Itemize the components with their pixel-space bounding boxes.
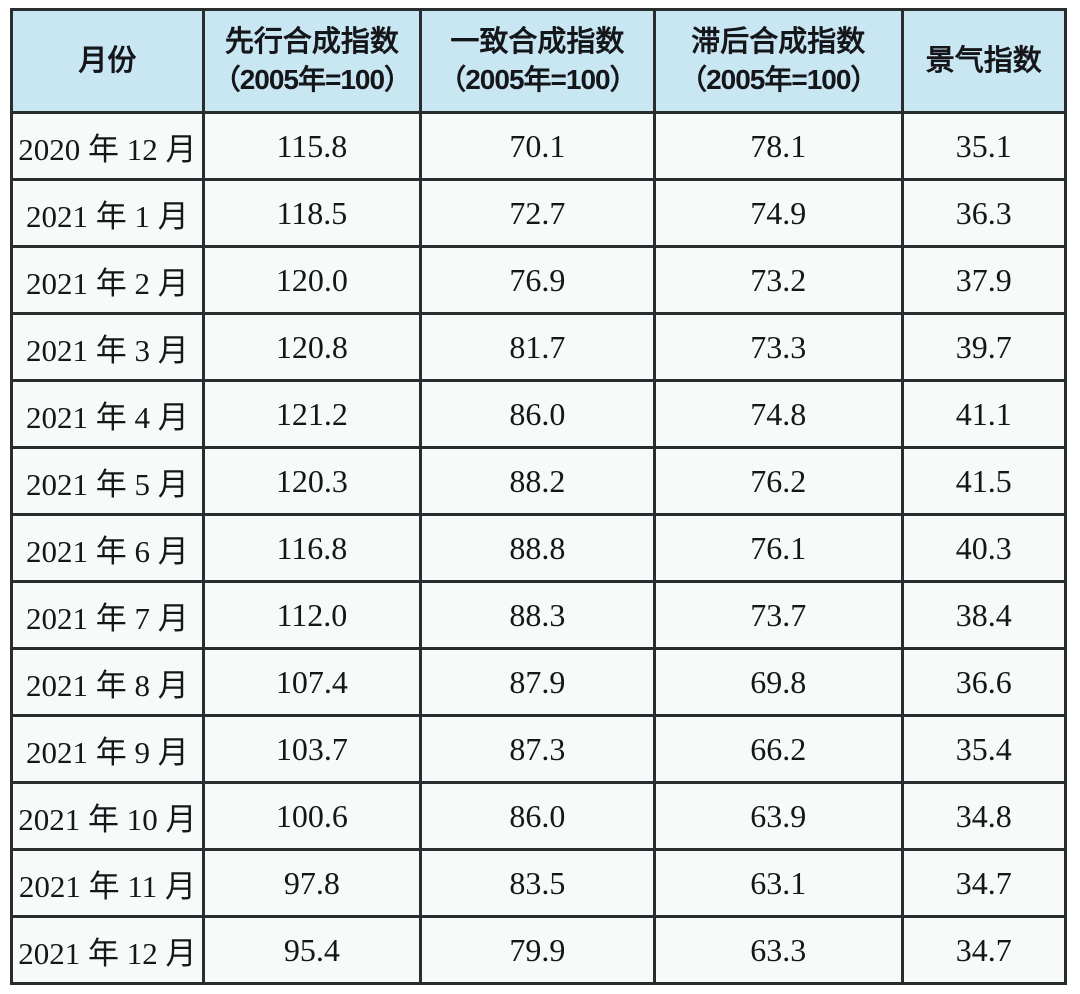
- month-cell: 2021 年 1 月: [10, 178, 205, 248]
- value-cell: 34.8: [900, 781, 1068, 851]
- value-cell: 63.3: [652, 915, 904, 985]
- value-cell: 35.1: [900, 111, 1068, 181]
- value-cell: 88.8: [418, 513, 656, 583]
- value-cell: 66.2: [652, 714, 904, 784]
- value-cell: 100.6: [201, 781, 422, 851]
- value-cell: 70.1: [418, 111, 656, 181]
- table-row: 2021 年 11 月 97.8 83.5 63.1 34.7: [10, 848, 1068, 918]
- value-cell: 36.6: [900, 647, 1068, 717]
- value-cell: 72.7: [418, 178, 656, 248]
- table-row: 2021 年 8 月 107.4 87.9 69.8 36.6: [10, 647, 1068, 717]
- header-month: 月份: [10, 8, 205, 114]
- value-cell: 74.9: [652, 178, 904, 248]
- header-leading-index: 先行合成指数 （2005年=100）: [201, 8, 422, 114]
- month-cell: 2021 年 4 月: [10, 379, 205, 449]
- value-cell: 81.7: [418, 312, 656, 382]
- value-cell: 88.2: [418, 446, 656, 516]
- value-cell: 121.2: [201, 379, 422, 449]
- header-leading-line1: 先行合成指数: [224, 26, 399, 59]
- table-row: 2021 年 7 月 112.0 88.3 73.7 38.4: [10, 580, 1068, 650]
- month-cell: 2021 年 3 月: [10, 312, 205, 382]
- header-month-label: 月份: [78, 44, 137, 77]
- value-cell: 41.1: [900, 379, 1068, 449]
- value-cell: 83.5: [418, 848, 656, 918]
- header-coincident-line1: 一致合成指数: [450, 26, 625, 59]
- month-cell: 2021 年 9 月: [10, 714, 205, 784]
- value-cell: 107.4: [201, 647, 422, 717]
- value-cell: 112.0: [201, 580, 422, 650]
- value-cell: 41.5: [900, 446, 1068, 516]
- header-coincident-index: 一致合成指数 （2005年=100）: [418, 8, 656, 114]
- value-cell: 87.3: [418, 714, 656, 784]
- header-prosperity-index: 景气指数: [900, 8, 1068, 114]
- value-cell: 73.7: [652, 580, 904, 650]
- header-prosperity-label: 景气指数: [925, 44, 1042, 77]
- indices-table: 月份 先行合成指数 （2005年=100） 一致合成指数 （2005年=100） 滞…: [10, 8, 1068, 985]
- value-cell: 38.4: [900, 580, 1068, 650]
- value-cell: 120.3: [201, 446, 422, 516]
- value-cell: 73.2: [652, 245, 904, 315]
- value-cell: 37.9: [900, 245, 1068, 315]
- value-cell: 97.8: [201, 848, 422, 918]
- header-lagging-line1: 滞后合成指数: [691, 26, 866, 59]
- table-row: 2021 年 1 月 118.5 72.7 74.9 36.3: [10, 178, 1068, 248]
- month-cell: 2021 年 6 月: [10, 513, 205, 583]
- month-cell: 2021 年 2 月: [10, 245, 205, 315]
- header-leading-line2: （2005年=100）: [212, 63, 412, 95]
- table-row: 2021 年 4 月 121.2 86.0 74.8 41.1: [10, 379, 1068, 449]
- value-cell: 76.1: [652, 513, 904, 583]
- table-row: 2021 年 6 月 116.8 88.8 76.1 40.3: [10, 513, 1068, 583]
- value-cell: 39.7: [900, 312, 1068, 382]
- value-cell: 73.3: [652, 312, 904, 382]
- value-cell: 40.3: [900, 513, 1068, 583]
- value-cell: 34.7: [900, 915, 1068, 985]
- table-header-row: 月份 先行合成指数 （2005年=100） 一致合成指数 （2005年=100） 滞…: [10, 8, 1068, 114]
- value-cell: 69.8: [652, 647, 904, 717]
- value-cell: 35.4: [900, 714, 1068, 784]
- value-cell: 88.3: [418, 580, 656, 650]
- value-cell: 74.8: [652, 379, 904, 449]
- value-cell: 34.7: [900, 848, 1068, 918]
- header-lagging-index: 滞后合成指数 （2005年=100）: [652, 8, 904, 114]
- table-row: 2020 年 12 月 115.8 70.1 78.1 35.1: [10, 111, 1068, 181]
- value-cell: 118.5: [201, 178, 422, 248]
- value-cell: 120.0: [201, 245, 422, 315]
- table-row: 2021 年 9 月 103.7 87.3 66.2 35.4: [10, 714, 1068, 784]
- value-cell: 63.9: [652, 781, 904, 851]
- month-cell: 2021 年 11 月: [10, 848, 205, 918]
- value-cell: 36.3: [900, 178, 1068, 248]
- value-cell: 76.9: [418, 245, 656, 315]
- table-row: 2021 年 12 月 95.4 79.9 63.3 34.7: [10, 915, 1068, 985]
- month-cell: 2021 年 5 月: [10, 446, 205, 516]
- value-cell: 86.0: [418, 379, 656, 449]
- header-lagging-line2: （2005年=100）: [679, 63, 878, 95]
- table-row: 2021 年 3 月 120.8 81.7 73.3 39.7: [10, 312, 1068, 382]
- value-cell: 95.4: [201, 915, 422, 985]
- month-cell: 2021 年 7 月: [10, 580, 205, 650]
- header-coincident-line2: （2005年=100）: [438, 63, 637, 95]
- value-cell: 116.8: [201, 513, 422, 583]
- value-cell: 79.9: [418, 915, 656, 985]
- month-cell: 2021 年 8 月: [10, 647, 205, 717]
- value-cell: 120.8: [201, 312, 422, 382]
- table-row: 2021 年 10 月 100.6 86.0 63.9 34.8: [10, 781, 1068, 851]
- month-cell: 2021 年 12 月: [10, 915, 205, 985]
- month-cell: 2021 年 10 月: [10, 781, 205, 851]
- value-cell: 115.8: [201, 111, 422, 181]
- value-cell: 78.1: [652, 111, 904, 181]
- value-cell: 103.7: [201, 714, 422, 784]
- value-cell: 63.1: [652, 848, 904, 918]
- month-cell: 2020 年 12 月: [10, 111, 205, 181]
- value-cell: 86.0: [418, 781, 656, 851]
- table-row: 2021 年 2 月 120.0 76.9 73.2 37.9: [10, 245, 1068, 315]
- table-row: 2021 年 5 月 120.3 88.2 76.2 41.5: [10, 446, 1068, 516]
- value-cell: 87.9: [418, 647, 656, 717]
- value-cell: 76.2: [652, 446, 904, 516]
